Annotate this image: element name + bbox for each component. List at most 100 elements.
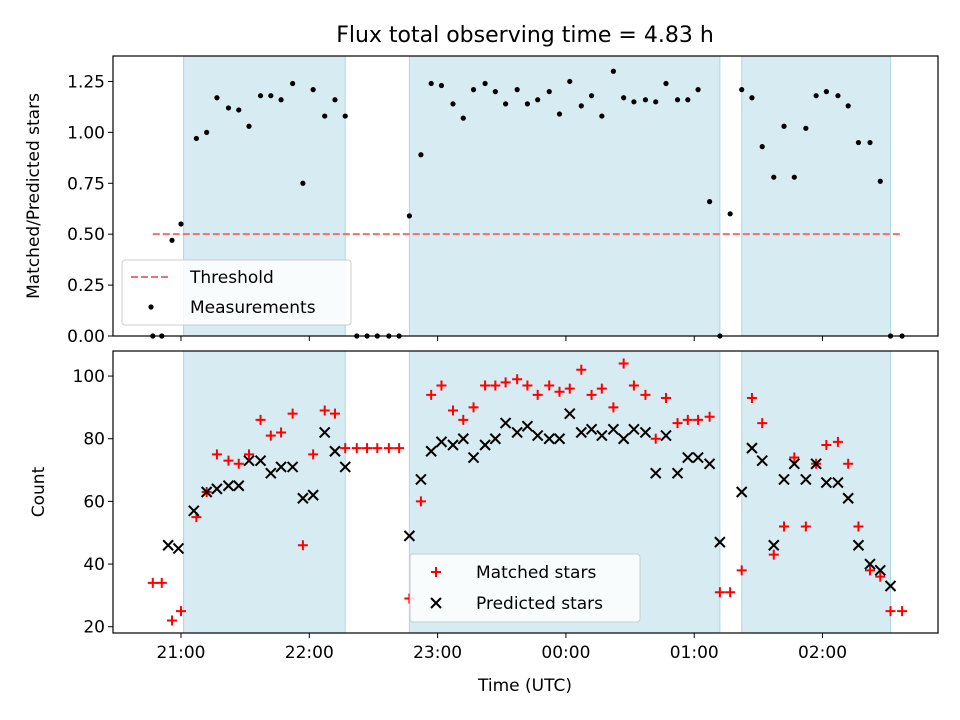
measurement-point [781, 123, 787, 129]
y-tick-label: 1.00 [67, 123, 105, 143]
measurement-point [759, 144, 765, 150]
predicted-star-point [521, 420, 534, 432]
predicted-star-point [553, 433, 566, 445]
measurement-point [214, 95, 220, 101]
predicted-star-point [810, 458, 822, 470]
measurement-point [460, 115, 466, 121]
predicted-star-point [200, 486, 213, 498]
predicted-star-point [703, 458, 716, 470]
predicted-star-point [596, 429, 608, 442]
top-axes-frame [112, 55, 939, 337]
ratio-panel: 0.00 0.25 0.50 0.75 1.00 1.25 Matched/Predict… [24, 55, 939, 347]
measurement-point [225, 105, 232, 111]
matched-star-point [800, 521, 811, 532]
matched-star-point [897, 606, 908, 617]
measurement-point [332, 97, 338, 103]
measurement-point [771, 174, 777, 180]
y-tick-label: 0.25 [67, 276, 105, 296]
measurement-point [674, 97, 681, 103]
measurement-point [169, 237, 175, 243]
predicted-star-point [211, 483, 223, 495]
matched-star-point [660, 393, 671, 403]
predicted-star-point [607, 423, 620, 436]
top-observing-windows [183, 55, 892, 337]
predicted-star-point [297, 492, 309, 504]
measurements-legend-swatch [148, 304, 154, 310]
measurement-point [278, 97, 284, 103]
matched-star-point [490, 380, 501, 391]
matched-star-point [714, 587, 725, 598]
matched-star-point [480, 380, 491, 391]
predicted-star-point [243, 454, 255, 467]
measurement-point [290, 80, 296, 87]
predicted-star-point [852, 539, 865, 551]
x-tick-label: 02:00 [798, 643, 847, 663]
matched-star-point [394, 443, 405, 454]
predicted-star-point [188, 505, 200, 517]
measurement-point [556, 111, 563, 117]
matched-stars-points [147, 358, 908, 626]
predicted-star-point [425, 445, 437, 457]
measurement-point [739, 87, 745, 93]
y-tick-label: 1.25 [67, 72, 105, 92]
matched-star-point [885, 606, 896, 617]
measurement-point [567, 78, 573, 85]
measurement-point [342, 113, 348, 119]
predicted-star-point [222, 480, 235, 492]
predicted-star-point [447, 439, 459, 451]
matched-star-point [640, 389, 651, 400]
matched-star-point [875, 571, 886, 582]
measurement-point [204, 129, 210, 135]
matched-star-point [725, 587, 736, 598]
observing-window-band [741, 350, 892, 634]
matched-star-point [223, 455, 234, 466]
top-legend: Threshold Measurements [121, 259, 352, 326]
matched-star-point [176, 606, 187, 617]
predicted-star-point [628, 423, 640, 436]
measurement-point [653, 99, 659, 105]
matched-star-point [426, 389, 437, 400]
matched-star-point [789, 452, 800, 463]
predicted-star-point [682, 451, 694, 464]
measurement-point [492, 89, 498, 95]
predicted-star-point [275, 461, 287, 473]
predicted-star-point [756, 454, 768, 467]
matched-star-point [147, 577, 158, 588]
predicted-star-point [778, 473, 790, 486]
predicted-star-point [254, 454, 267, 467]
predicted-star-point [650, 467, 662, 479]
predicted-star-point [714, 536, 726, 548]
predicted-star-point [479, 439, 491, 451]
matched-star-point [650, 433, 661, 444]
matched-star-point [383, 443, 394, 454]
predicted-star-point [820, 476, 833, 489]
matched-legend-swatch [431, 567, 441, 577]
measurement-point [178, 221, 184, 227]
predicted-star-point [660, 429, 672, 442]
matched-star-point [596, 383, 607, 394]
y-tick-label: 0.50 [67, 225, 105, 245]
predicted-stars-points [162, 407, 897, 592]
predicted-star-point [832, 476, 844, 489]
matched-star-point [167, 615, 178, 626]
measurement-point [813, 93, 819, 99]
predicted-star-point [884, 580, 897, 592]
y-tick-label: 100 [73, 367, 105, 387]
measurement-point [727, 211, 733, 217]
matched-star-point [265, 430, 276, 441]
predicted-star-point [489, 433, 502, 445]
matched-star-point [436, 380, 447, 391]
predicted-star-point [329, 445, 341, 457]
y-tick-label: 60 [83, 492, 105, 512]
predicted-star-point [457, 433, 469, 445]
measurement-point [803, 125, 809, 131]
predicted-star-point [746, 442, 758, 454]
predicted-star-point [511, 426, 523, 439]
matched-star-point [628, 380, 639, 391]
matched-star-point [757, 418, 768, 429]
predicted-legend-label: Predicted stars [476, 594, 603, 614]
predicted-star-point [499, 417, 512, 429]
measurement-point [268, 93, 274, 99]
matched-star-point [618, 358, 629, 369]
x-tick-label: 21:00 [157, 643, 206, 663]
